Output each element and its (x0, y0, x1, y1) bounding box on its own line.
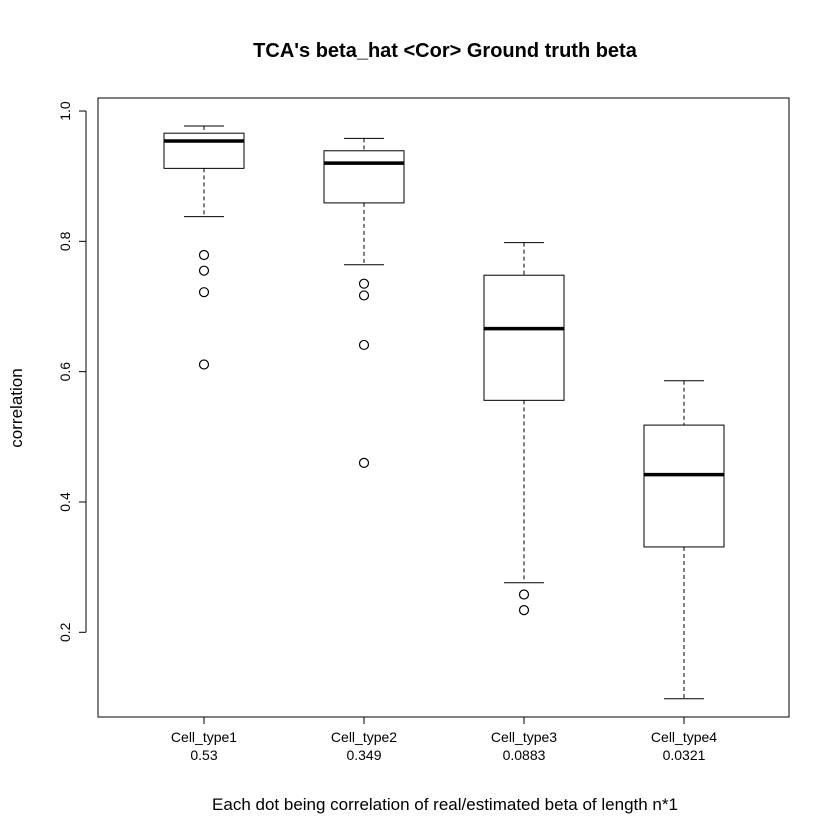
x-tick-sublabel: 0.349 (346, 747, 381, 763)
outlier-point (198, 249, 210, 261)
y-tick-label: 0.8 (57, 231, 73, 251)
boxes (163, 125, 725, 700)
box-group (643, 380, 725, 700)
x-axis: Cell_type1 0.53 Cell_type2 0.349 Cell_type3 0… (171, 716, 717, 763)
x-tick-label: Cell_type2 (331, 729, 397, 745)
y-axis: 0.2 0.4 0.6 0.8 1.0 (57, 101, 87, 642)
iqr-box (483, 274, 565, 401)
outlier-point (518, 589, 530, 600)
outlier-point (358, 278, 370, 289)
x-tick-label: Cell_type3 (491, 729, 557, 745)
x-tick-label: Cell_type4 (651, 729, 717, 745)
x-tick-sublabel: 0.0321 (663, 747, 706, 763)
x-tick-sublabel: 0.53 (190, 747, 217, 763)
chart-title: TCA's beta_hat <Cor> Ground truth beta (253, 40, 638, 62)
outlier-point (518, 605, 530, 616)
outlier-point (198, 287, 210, 298)
y-tick-label: 1.0 (57, 101, 73, 121)
box-group (483, 242, 565, 616)
iqr-box (163, 132, 245, 169)
y-tick-label: 0.6 (57, 362, 73, 382)
y-tick-label: 0.4 (57, 492, 73, 512)
outlier-point (198, 359, 210, 370)
y-tick-label: 0.2 (57, 622, 73, 642)
plot-frame (97, 97, 790, 718)
box-group (163, 125, 245, 370)
box-group (323, 137, 405, 468)
outlier-point (358, 290, 370, 301)
y-axis-label: correlation (7, 368, 26, 447)
x-tick-sublabel: 0.0883 (503, 747, 546, 763)
iqr-box (643, 424, 725, 548)
x-tick-label: Cell_type1 (171, 729, 237, 745)
outlier-point (358, 457, 370, 468)
outlier-point (198, 265, 210, 276)
x-axis-label: Each dot being correlation of real/estim… (212, 795, 678, 814)
outlier-point (358, 339, 370, 351)
iqr-box (323, 150, 405, 204)
